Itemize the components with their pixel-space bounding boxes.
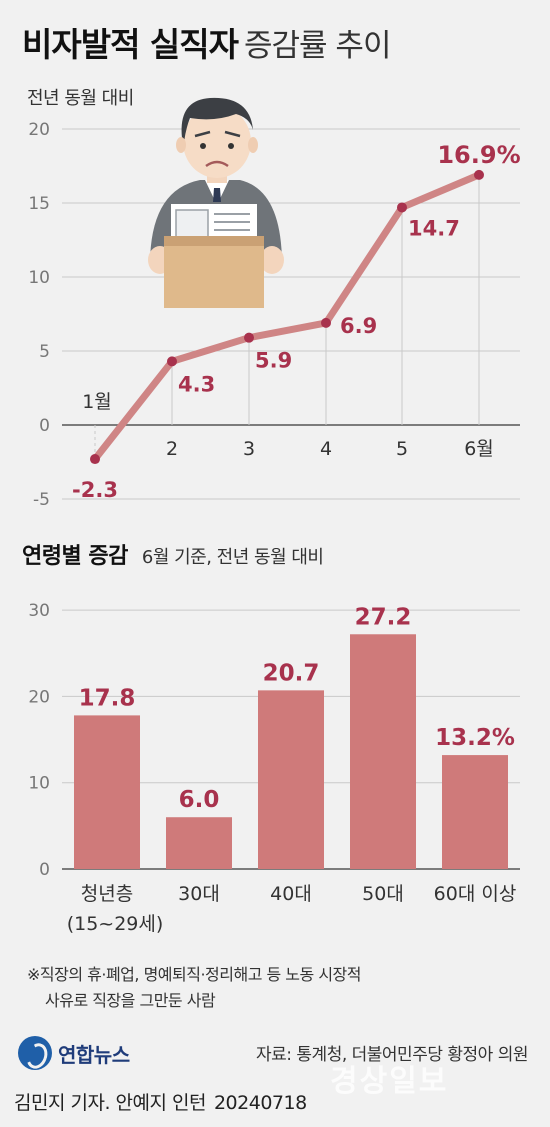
x-tick-label: 30대 <box>178 883 220 905</box>
bar-chart-labels: 17.8 청년층 (15~29세) 6.0 30대 20.7 40대 27.2 50대 13.2%… <box>67 604 517 935</box>
data-label: 20.7 <box>263 660 320 686</box>
data-point <box>474 169 484 180</box>
logo-text: 연합뉴스 <box>58 1042 130 1067</box>
bar <box>74 715 140 869</box>
bar-chart-bars <box>74 634 508 869</box>
footnote-line2: 사유로 직장을 그만둔 사람 <box>45 991 216 1010</box>
y-tick-label: 0 <box>39 860 50 880</box>
x-tick-sublabel: (15~29세) <box>67 913 164 935</box>
section2-subtitle: 6월 기준, 전년 동월 대비 <box>141 547 324 568</box>
yonhap-logo-icon <box>18 1036 52 1070</box>
x-tick-label: 50대 <box>362 883 404 905</box>
data-point <box>244 332 254 343</box>
x-tick-label: 5 <box>396 438 408 460</box>
bar <box>350 634 416 869</box>
title-main: 비자발적 실직자 <box>22 25 239 64</box>
x-tick-label: 3 <box>243 438 255 460</box>
line-chart-labels: 1월 2 3 4 5 6월 -2.3 4.3 5.9 6.9 14.7 16.9% <box>72 141 521 502</box>
logo: 연합뉴스 <box>18 1036 130 1070</box>
section2-title: 연령별 증감 6월 기준, 전년 동월 대비 <box>22 538 324 570</box>
data-point <box>90 454 100 465</box>
credit: 김민지 기자. 안예지 인턴 20240718 <box>14 1088 307 1115</box>
credit-text: 김민지 기자. 안예지 인턴 <box>14 1092 206 1114</box>
data-label: -2.3 <box>72 478 118 502</box>
line-chart-grid: -5 0 5 10 15 20 <box>28 120 520 510</box>
y-tick-label: 5 <box>39 342 50 362</box>
x-tick-label: 40대 <box>270 883 312 905</box>
data-label: 27.2 <box>355 604 412 630</box>
y-tick-label: 20 <box>28 120 50 140</box>
data-point <box>321 317 331 328</box>
data-label: 16.9% <box>437 141 520 169</box>
section2-heading: 연령별 증감 <box>22 544 128 569</box>
data-label: 13.2% <box>435 725 515 751</box>
x-tick-label: 1월 <box>82 391 112 413</box>
y-tick-label: 20 <box>28 687 50 707</box>
worried-office-worker-holding-box-icon <box>148 97 284 308</box>
x-tick-label: 6월 <box>464 438 494 460</box>
bar <box>258 690 324 869</box>
line-chart-series <box>90 169 484 465</box>
bar-chart: 0 10 20 30 17.8 청년층 (15~29세) 6.0 30대 20.7 40대 27.2… <box>28 601 520 935</box>
bar <box>166 817 232 869</box>
series-line <box>91 171 483 463</box>
bar <box>442 755 508 869</box>
x-tick-label: 2 <box>166 438 178 460</box>
line-chart: -5 0 5 10 15 20 1월 2 3 4 5 6월 -2.3 4.3 5.9 6.9 14.7 16.9… <box>28 97 521 510</box>
chart1-subtitle: 전년 동월 대비 <box>27 88 134 109</box>
y-tick-label: 15 <box>28 194 50 214</box>
y-tick-label: 10 <box>28 774 50 794</box>
x-tick-label: 60대 이상 <box>434 883 517 905</box>
y-tick-label: 0 <box>39 416 50 436</box>
footnote-line1: ※직장의 휴·폐업, 명예퇴직·정리해고 등 노동 시장적 <box>27 965 362 984</box>
data-label: 17.8 <box>79 685 136 711</box>
data-point <box>397 202 407 213</box>
data-label: 6.9 <box>340 314 377 338</box>
data-point <box>167 356 177 367</box>
x-tick-label: 청년층 <box>81 883 133 905</box>
data-label: 5.9 <box>255 349 292 373</box>
credit-date: 20240718 <box>213 1092 307 1114</box>
y-tick-label: 30 <box>28 601 50 621</box>
footnote: ※직장의 휴·폐업, 명예퇴직·정리해고 등 노동 시장적 사유로 직장을 그만… <box>27 962 362 1014</box>
page-title: 비자발적 실직자 증감률 추이 <box>22 18 391 66</box>
source-text: 자료: 통계청, 더불어민주당 황정아 의원 <box>256 1045 529 1065</box>
y-tick-label: -5 <box>33 490 50 510</box>
title-sub: 증감률 추이 <box>244 28 391 64</box>
data-label: 4.3 <box>178 372 215 396</box>
y-tick-label: 10 <box>28 268 50 288</box>
watermark: 경상일보 <box>330 1064 449 1099</box>
data-label: 6.0 <box>179 787 220 813</box>
data-label: 14.7 <box>408 216 460 240</box>
x-tick-label: 4 <box>320 438 332 460</box>
